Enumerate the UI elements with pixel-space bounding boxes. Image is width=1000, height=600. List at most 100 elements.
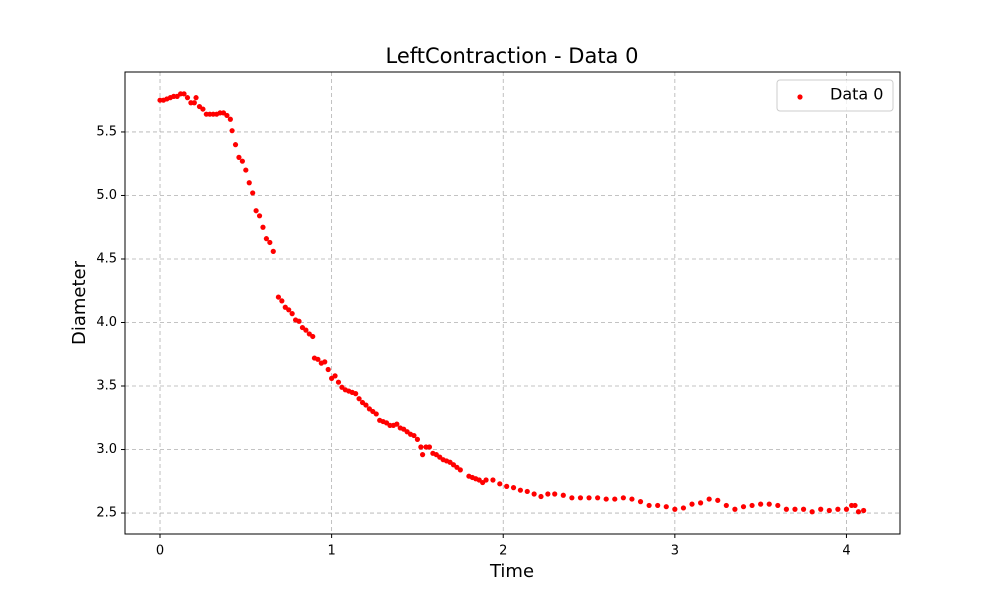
data-point — [457, 467, 463, 473]
data-point — [325, 366, 331, 373]
data-point — [552, 491, 558, 497]
data-point — [655, 502, 661, 509]
y-tick-label: 5.5 — [96, 124, 117, 139]
y-tick-label: 5.0 — [96, 188, 117, 203]
data-point — [490, 477, 496, 483]
data-point — [689, 501, 695, 507]
data-point — [672, 506, 678, 512]
data-point — [766, 501, 772, 507]
data-point — [239, 158, 245, 164]
data-point — [296, 318, 302, 324]
data-point — [414, 436, 421, 442]
data-point — [253, 208, 259, 214]
x-tick-label: 3 — [671, 544, 679, 559]
data-point — [394, 421, 400, 427]
data-point — [229, 128, 235, 134]
data-point — [267, 239, 273, 246]
plot-area — [157, 91, 867, 515]
data-point — [637, 499, 644, 505]
data-point — [363, 402, 369, 408]
data-point — [236, 154, 242, 160]
data-point — [263, 236, 270, 242]
data-point — [545, 491, 551, 497]
data-point — [792, 506, 798, 512]
legend-marker — [797, 94, 803, 100]
legend: Data 0 — [776, 79, 894, 112]
data-point — [191, 100, 197, 106]
y-tick-label: 4.0 — [96, 315, 117, 330]
chart-title: LeftContraction - Data 0 — [386, 44, 639, 68]
data-point — [310, 333, 316, 340]
data-point — [373, 411, 379, 417]
data-point — [826, 507, 832, 514]
y-axis-label: Diameter — [69, 260, 90, 345]
data-point — [483, 477, 489, 483]
data-point — [861, 507, 867, 514]
x-tick-label: 0 — [156, 544, 164, 559]
data-point — [510, 485, 517, 491]
data-point — [629, 496, 635, 502]
data-point — [697, 500, 704, 506]
data-point — [855, 509, 862, 515]
data-point — [356, 396, 362, 402]
data-point — [426, 444, 433, 450]
data-point — [800, 506, 807, 512]
data-point — [740, 504, 747, 510]
data-point — [706, 496, 712, 502]
data-point — [749, 502, 755, 509]
data-point — [603, 496, 609, 502]
data-point — [353, 391, 359, 397]
data-point — [497, 481, 503, 487]
data-point — [200, 106, 206, 112]
data-point — [193, 95, 199, 101]
data-point — [504, 483, 510, 489]
data-point — [270, 248, 276, 254]
y-tick-label: 2.5 — [96, 506, 117, 521]
data-point — [732, 506, 738, 512]
data-point — [569, 495, 575, 501]
data-point — [620, 495, 626, 501]
data-point — [232, 142, 239, 148]
data-point — [758, 501, 764, 507]
x-tick-label: 2 — [499, 544, 507, 559]
data-point — [818, 506, 824, 512]
data-point — [517, 487, 523, 493]
data-point — [411, 432, 417, 439]
data-point — [419, 452, 426, 458]
data-point — [418, 444, 424, 450]
data-point — [224, 112, 230, 119]
legend-box — [776, 79, 894, 112]
data-point — [279, 298, 285, 304]
data-point — [577, 495, 584, 501]
data-point — [184, 95, 191, 101]
grid: 0 1 2 3 4 2.5 3.0 3.5 4.0 4.5 5.0 5.5 — [96, 72, 900, 559]
data-point — [595, 495, 601, 501]
axes-frame — [124, 71, 901, 535]
data-point — [286, 307, 292, 313]
data-point — [289, 311, 295, 317]
data-point — [783, 506, 789, 512]
data-point — [227, 116, 233, 122]
x-tick-label: 1 — [327, 544, 335, 559]
data-point — [181, 91, 187, 97]
data-point — [260, 224, 266, 230]
data-point — [531, 491, 537, 497]
y-tick-label: 4.5 — [96, 251, 117, 266]
data-point — [843, 506, 850, 512]
data-point — [612, 496, 618, 502]
data-point — [332, 373, 338, 379]
x-axis-label: Time — [489, 561, 534, 582]
data-point — [303, 327, 309, 333]
data-point — [560, 492, 566, 498]
data-point — [835, 506, 841, 512]
data-point — [315, 356, 321, 362]
data-point — [715, 497, 721, 503]
data-point — [852, 502, 858, 509]
data-point — [723, 502, 729, 509]
data-point — [663, 504, 669, 510]
data-point — [775, 502, 781, 509]
data-point — [524, 488, 530, 495]
data-point — [586, 495, 592, 501]
data-point — [538, 493, 544, 500]
